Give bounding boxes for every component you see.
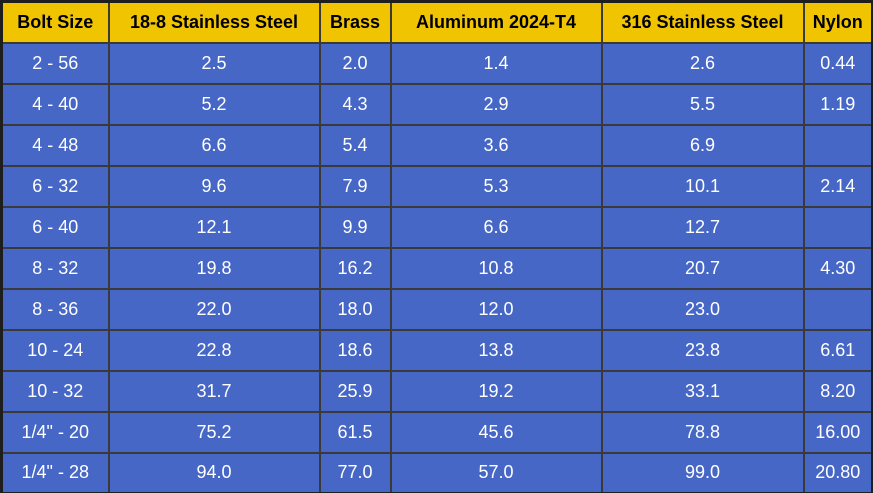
- cell-brass: 18.6: [318, 328, 392, 372]
- column-header-nylon: Nylon: [802, 0, 873, 44]
- cell-316-stainless-steel: 12.7: [600, 205, 805, 249]
- cell-316-stainless-steel: 23.0: [600, 287, 805, 331]
- table-row: 6 - 32 9.6 7.9 5.3 10.1 2.14: [0, 164, 873, 208]
- cell-aluminum-2024-t4: 45.6: [389, 410, 603, 454]
- table-row: 1/4" - 20 75.2 61.5 45.6 78.8 16.00: [0, 410, 873, 454]
- column-header-316-stainless-steel: 316 Stainless Steel: [600, 0, 805, 44]
- cell-aluminum-2024-t4: 57.0: [389, 451, 603, 493]
- cell-18-8-stainless-steel: 22.8: [107, 328, 321, 372]
- column-header-18-8-stainless-steel: 18-8 Stainless Steel: [107, 0, 321, 44]
- cell-bolt-size: 1/4" - 20: [0, 410, 110, 454]
- cell-brass: 2.0: [318, 41, 392, 85]
- cell-bolt-size: 1/4" - 28: [0, 451, 110, 493]
- table-row: 6 - 40 12.1 9.9 6.6 12.7: [0, 205, 873, 249]
- cell-18-8-stainless-steel: 22.0: [107, 287, 321, 331]
- table-row: 2 - 56 2.5 2.0 1.4 2.6 0.44: [0, 41, 873, 85]
- cell-18-8-stainless-steel: 31.7: [107, 369, 321, 413]
- cell-316-stainless-steel: 78.8: [600, 410, 805, 454]
- column-header-bolt-size: Bolt Size: [0, 0, 110, 44]
- cell-316-stainless-steel: 10.1: [600, 164, 805, 208]
- cell-brass: 77.0: [318, 451, 392, 493]
- cell-aluminum-2024-t4: 10.8: [389, 246, 603, 290]
- cell-bolt-size: 6 - 40: [0, 205, 110, 249]
- cell-brass: 7.9: [318, 164, 392, 208]
- header-row: Bolt Size 18-8 Stainless Steel Brass Alu…: [0, 0, 873, 44]
- cell-brass: 18.0: [318, 287, 392, 331]
- cell-bolt-size: 10 - 24: [0, 328, 110, 372]
- cell-nylon: [802, 287, 873, 331]
- cell-brass: 4.3: [318, 82, 392, 126]
- cell-bolt-size: 8 - 36: [0, 287, 110, 331]
- cell-nylon: 2.14: [802, 164, 873, 208]
- table-row: 1/4" - 28 94.0 77.0 57.0 99.0 20.80: [0, 451, 873, 493]
- cell-18-8-stainless-steel: 19.8: [107, 246, 321, 290]
- cell-316-stainless-steel: 33.1: [600, 369, 805, 413]
- table-row: 10 - 32 31.7 25.9 19.2 33.1 8.20: [0, 369, 873, 413]
- cell-bolt-size: 4 - 48: [0, 123, 110, 167]
- cell-aluminum-2024-t4: 13.8: [389, 328, 603, 372]
- cell-nylon: 1.19: [802, 82, 873, 126]
- cell-316-stainless-steel: 5.5: [600, 82, 805, 126]
- table-row: 4 - 40 5.2 4.3 2.9 5.5 1.19: [0, 82, 873, 126]
- cell-316-stainless-steel: 23.8: [600, 328, 805, 372]
- cell-18-8-stainless-steel: 94.0: [107, 451, 321, 493]
- cell-nylon: 16.00: [802, 410, 873, 454]
- cell-aluminum-2024-t4: 19.2: [389, 369, 603, 413]
- cell-nylon: 8.20: [802, 369, 873, 413]
- cell-bolt-size: 6 - 32: [0, 164, 110, 208]
- cell-18-8-stainless-steel: 12.1: [107, 205, 321, 249]
- cell-aluminum-2024-t4: 6.6: [389, 205, 603, 249]
- cell-brass: 61.5: [318, 410, 392, 454]
- table-row: 8 - 36 22.0 18.0 12.0 23.0: [0, 287, 873, 331]
- cell-brass: 5.4: [318, 123, 392, 167]
- cell-bolt-size: 4 - 40: [0, 82, 110, 126]
- cell-316-stainless-steel: 2.6: [600, 41, 805, 85]
- cell-nylon: 6.61: [802, 328, 873, 372]
- cell-18-8-stainless-steel: 5.2: [107, 82, 321, 126]
- cell-316-stainless-steel: 20.7: [600, 246, 805, 290]
- cell-brass: 9.9: [318, 205, 392, 249]
- cell-bolt-size: 8 - 32: [0, 246, 110, 290]
- cell-18-8-stainless-steel: 6.6: [107, 123, 321, 167]
- cell-nylon: 20.80: [802, 451, 873, 493]
- cell-aluminum-2024-t4: 12.0: [389, 287, 603, 331]
- cell-316-stainless-steel: 6.9: [600, 123, 805, 167]
- cell-aluminum-2024-t4: 3.6: [389, 123, 603, 167]
- column-header-brass: Brass: [318, 0, 392, 44]
- cell-nylon: 0.44: [802, 41, 873, 85]
- cell-nylon: 4.30: [802, 246, 873, 290]
- cell-aluminum-2024-t4: 2.9: [389, 82, 603, 126]
- cell-nylon: [802, 205, 873, 249]
- cell-brass: 25.9: [318, 369, 392, 413]
- cell-18-8-stainless-steel: 9.6: [107, 164, 321, 208]
- cell-brass: 16.2: [318, 246, 392, 290]
- cell-316-stainless-steel: 99.0: [600, 451, 805, 493]
- cell-aluminum-2024-t4: 5.3: [389, 164, 603, 208]
- cell-aluminum-2024-t4: 1.4: [389, 41, 603, 85]
- cell-bolt-size: 2 - 56: [0, 41, 110, 85]
- column-header-aluminum-2024-t4: Aluminum 2024-T4: [389, 0, 603, 44]
- cell-bolt-size: 10 - 32: [0, 369, 110, 413]
- cell-18-8-stainless-steel: 2.5: [107, 41, 321, 85]
- cell-18-8-stainless-steel: 75.2: [107, 410, 321, 454]
- cell-nylon: [802, 123, 873, 167]
- table-row: 10 - 24 22.8 18.6 13.8 23.8 6.61: [0, 328, 873, 372]
- table-row: 4 - 48 6.6 5.4 3.6 6.9: [0, 123, 873, 167]
- table-row: 8 - 32 19.8 16.2 10.8 20.7 4.30: [0, 246, 873, 290]
